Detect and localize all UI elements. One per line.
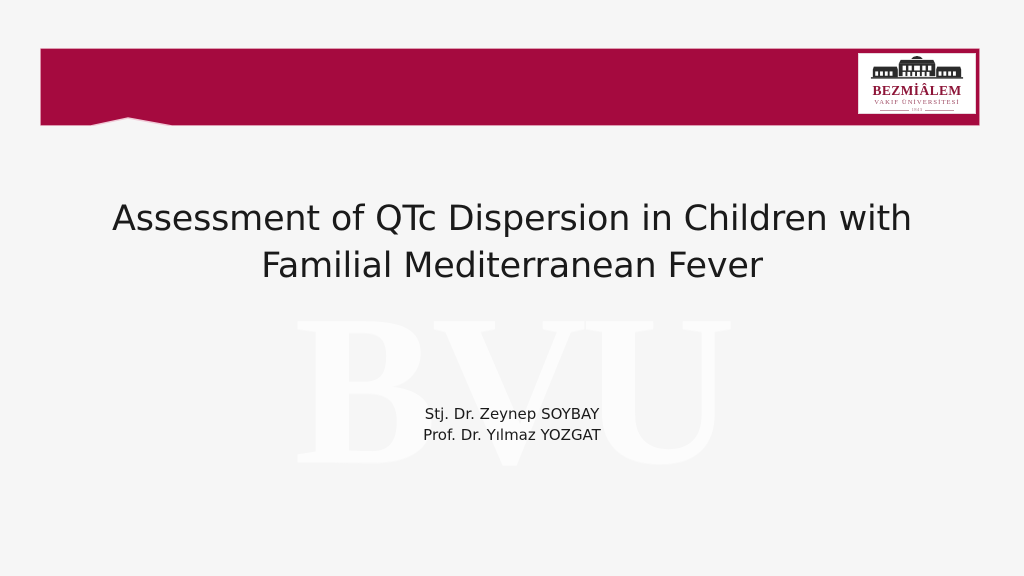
- logo-institution-subtitle: VAKIF ÜNİVERSİTESİ: [874, 98, 960, 106]
- university-building-icon: [870, 56, 964, 79]
- logo-rule-left: [880, 109, 909, 111]
- header-banner-shape: [40, 48, 980, 126]
- slide-title-line-1: Assessment of QTc Dispersion in Children…: [111, 199, 913, 239]
- header-banner: BEZMİÂLEM VAKIF ÜNİVERSİTESİ 1843: [40, 48, 980, 126]
- bvu-watermark: BVU: [294, 270, 736, 509]
- slide-title: Assessment of QTc Dispersion in Children…: [62, 196, 962, 289]
- slide-title-line-2: Familial Mediterranean Fever: [261, 245, 763, 286]
- university-logo: BEZMİÂLEM VAKIF ÜNİVERSİTESİ 1843: [858, 53, 976, 114]
- author-presenter: Stj. Dr. Zeynep SOYBAY: [424, 405, 600, 423]
- logo-rule-right: [925, 109, 955, 111]
- author-supervisor: Prof. Dr. Yılmaz YOZGAT: [423, 426, 601, 445]
- logo-year-rule: 1843: [880, 107, 955, 113]
- author-list: Stj. Dr. Zeynep SOYBAY Prof. Dr. Yılmaz …: [0, 404, 1024, 447]
- logo-institution-name: BEZMİÂLEM: [872, 83, 962, 98]
- logo-established-year: 1843: [911, 107, 923, 113]
